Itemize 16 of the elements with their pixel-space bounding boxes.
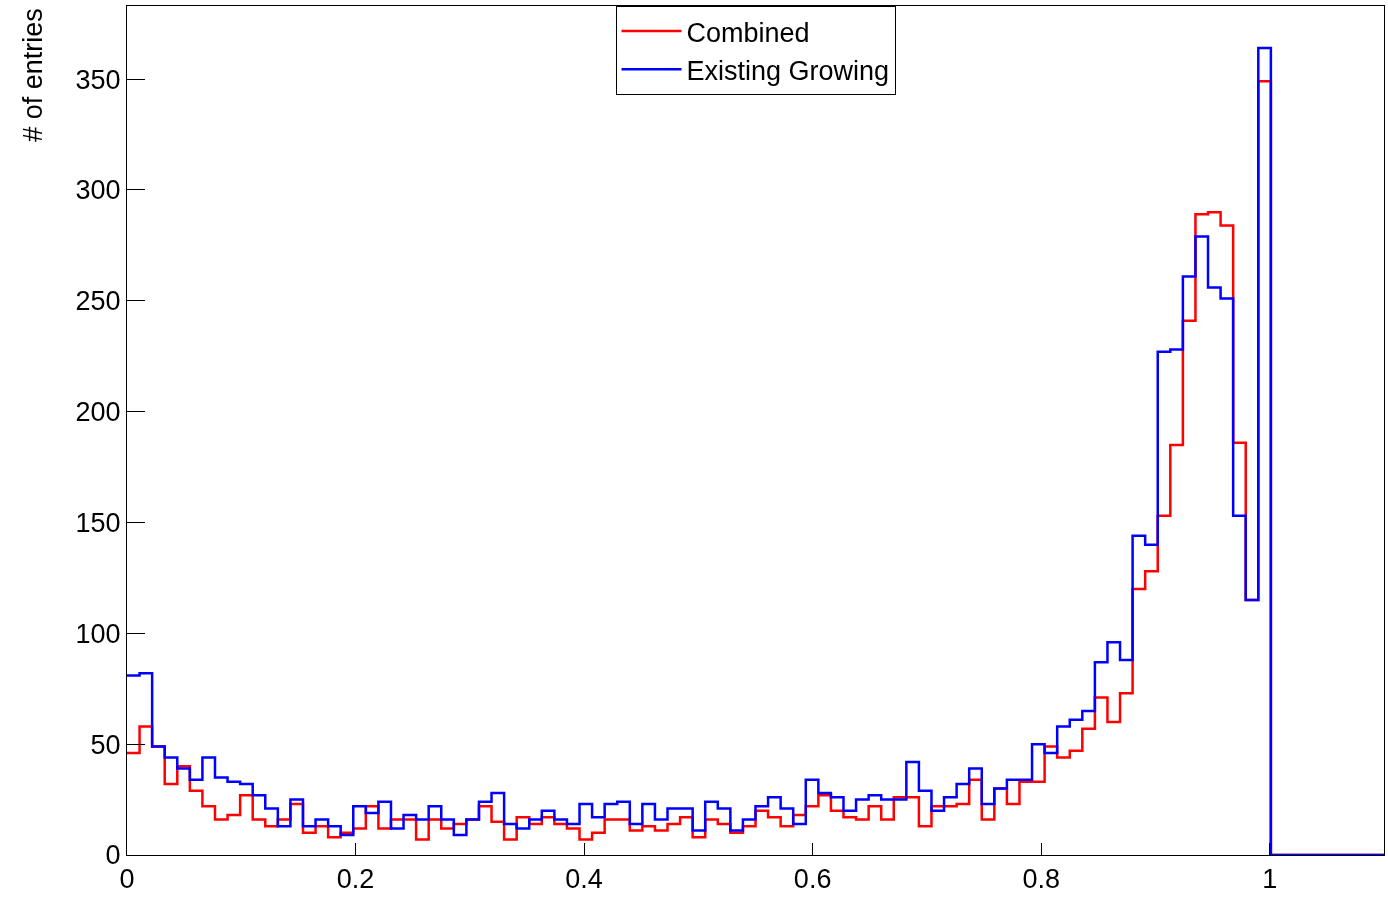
x-tick-label: 0.6 — [793, 864, 832, 895]
y-tick-label: 150 — [75, 507, 121, 538]
y-tick-label: 250 — [75, 286, 121, 317]
y-tick-label: 0 — [105, 840, 121, 871]
legend-label: Combined — [686, 17, 810, 48]
y-tick-label: 300 — [75, 175, 121, 206]
y-tick-label: 50 — [90, 729, 121, 760]
y-axis-title: # of entries — [17, 8, 48, 142]
y-tick-label: 350 — [75, 64, 121, 95]
x-tick-label: 1 — [1262, 864, 1278, 895]
x-tick-label: 0.4 — [565, 864, 603, 895]
legend-label: Existing Growing — [686, 55, 890, 86]
y-tick-label: 100 — [75, 618, 121, 649]
y-tick-label: 200 — [75, 397, 121, 428]
x-tick-label: 0.8 — [1022, 864, 1060, 895]
x-tick-label: 0.2 — [336, 864, 375, 895]
